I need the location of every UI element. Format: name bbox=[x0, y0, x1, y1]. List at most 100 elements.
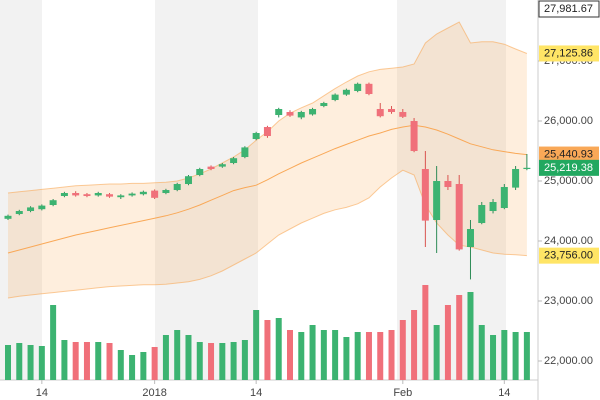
candle-body bbox=[523, 167, 531, 170]
volume-bar bbox=[241, 340, 248, 380]
volume-bar bbox=[72, 342, 79, 380]
candle-body bbox=[410, 121, 418, 152]
y-tick-label: 22,000.00 bbox=[544, 355, 593, 367]
volume-bar bbox=[129, 355, 136, 380]
price-tag-label: 25,440.93 bbox=[544, 148, 593, 160]
candle-body bbox=[399, 112, 407, 117]
volume-bar bbox=[365, 332, 372, 380]
candle-body bbox=[354, 83, 362, 92]
volume-bar bbox=[298, 332, 305, 380]
candle-body bbox=[309, 109, 317, 115]
candle-body bbox=[106, 194, 114, 197]
candle-body bbox=[49, 200, 57, 206]
candle-body bbox=[151, 190, 159, 198]
band-line bbox=[7, 169, 527, 299]
volume-bar bbox=[95, 342, 102, 380]
volume-bar bbox=[253, 310, 260, 380]
candle-body bbox=[512, 169, 520, 188]
volume-bar bbox=[27, 345, 34, 380]
volume-bar bbox=[377, 332, 384, 380]
volume-bar bbox=[309, 325, 316, 380]
volume-bar bbox=[467, 292, 474, 380]
candle-body bbox=[342, 89, 350, 95]
candle-body bbox=[218, 164, 226, 167]
x-tick-label: 14 bbox=[36, 387, 48, 399]
band-line bbox=[7, 124, 527, 254]
candle-body bbox=[196, 169, 204, 176]
candle-body bbox=[72, 193, 80, 196]
volume-bar bbox=[399, 320, 406, 380]
volume-bar bbox=[230, 342, 237, 380]
candle-body bbox=[139, 191, 147, 195]
volume-bar bbox=[478, 325, 485, 380]
volume-bar bbox=[117, 350, 124, 380]
volume-bar bbox=[219, 343, 226, 380]
candle-body bbox=[466, 229, 474, 248]
volume-bar bbox=[162, 335, 169, 380]
candle-body bbox=[444, 181, 452, 188]
candle-body bbox=[241, 147, 249, 158]
candle-body bbox=[331, 94, 339, 101]
candle-body bbox=[173, 184, 181, 191]
candle-body bbox=[4, 215, 12, 219]
candle-body bbox=[128, 193, 136, 196]
volume-bar bbox=[433, 325, 440, 380]
candle-body bbox=[478, 205, 486, 224]
price-tag bbox=[539, 146, 599, 163]
volume-bar bbox=[523, 332, 530, 380]
candle-body bbox=[94, 193, 102, 196]
candle-body bbox=[60, 193, 68, 197]
candle-body bbox=[388, 109, 396, 113]
candle-body bbox=[455, 184, 463, 250]
y-tick-label: 25,000.00 bbox=[544, 175, 593, 187]
candle-body bbox=[117, 195, 125, 198]
candle-body bbox=[500, 187, 508, 209]
volume-bar bbox=[50, 305, 57, 380]
price-tag-label: 27,981.67 bbox=[544, 3, 593, 15]
price-tag bbox=[539, 247, 599, 264]
candle-body bbox=[184, 176, 192, 185]
x-tick-label: Feb bbox=[393, 387, 412, 399]
y-tick-label: 23,000.00 bbox=[544, 295, 593, 307]
candle-body bbox=[297, 112, 305, 118]
volume-bar bbox=[354, 332, 361, 380]
candle-body bbox=[320, 103, 328, 107]
volume-bar bbox=[16, 343, 23, 380]
candle-body bbox=[376, 109, 384, 117]
price-tag-label: 27,125.86 bbox=[544, 47, 593, 59]
candle-body bbox=[275, 109, 283, 116]
date-band bbox=[155, 0, 258, 380]
volume-bar bbox=[174, 330, 181, 380]
candle-body bbox=[263, 127, 271, 137]
x-tick-label: 14 bbox=[498, 387, 510, 399]
candle-body bbox=[27, 207, 35, 212]
candle-body bbox=[230, 158, 238, 164]
volume-bar bbox=[444, 305, 451, 380]
candle-body bbox=[286, 112, 294, 116]
volume-bar bbox=[185, 335, 192, 380]
volume-bar bbox=[38, 346, 45, 380]
volume-bar bbox=[61, 340, 68, 380]
volume-bar bbox=[208, 343, 215, 380]
candle-body bbox=[252, 133, 260, 140]
candle-body bbox=[83, 194, 91, 197]
volume-bar bbox=[332, 330, 339, 380]
volume-bar bbox=[5, 345, 11, 380]
volume-bar bbox=[388, 330, 395, 380]
volume-bar bbox=[320, 330, 327, 380]
price-tag bbox=[539, 159, 599, 176]
price-tag-label: 23,756.00 bbox=[544, 250, 593, 262]
x-tick-label: 2018 bbox=[142, 387, 166, 399]
price-tag-label: 25,219.38 bbox=[544, 162, 593, 174]
volume-bar bbox=[151, 347, 158, 380]
price-tag bbox=[538, 0, 600, 18]
volume-bar bbox=[490, 335, 497, 380]
volume-bar bbox=[456, 295, 463, 380]
candle-body bbox=[162, 190, 170, 194]
price-tag bbox=[539, 45, 599, 62]
candle-body bbox=[38, 205, 46, 210]
volume-bar bbox=[264, 320, 271, 380]
candle-body bbox=[421, 169, 429, 221]
volume-bar bbox=[196, 342, 203, 380]
